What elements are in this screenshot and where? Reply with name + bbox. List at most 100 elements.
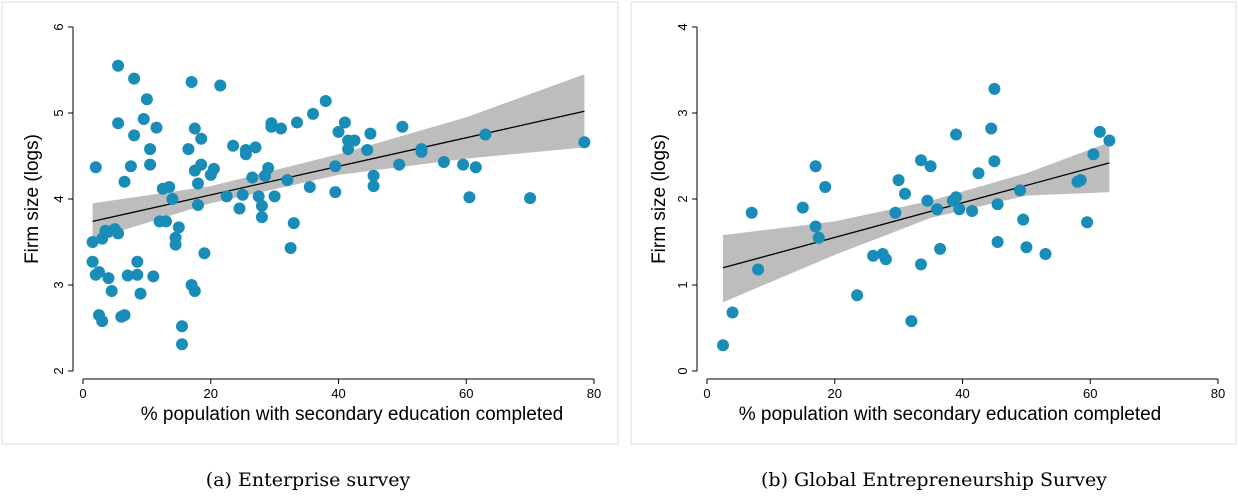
data-point bbox=[809, 160, 822, 173]
y-tick-label: 2 bbox=[51, 367, 66, 374]
confidence-band-layer bbox=[723, 142, 1110, 303]
data-point bbox=[892, 174, 905, 187]
data-point bbox=[176, 338, 188, 351]
data-point bbox=[169, 238, 182, 251]
data-point bbox=[96, 315, 109, 328]
data-point bbox=[144, 158, 157, 171]
x-tick-label: 80 bbox=[587, 386, 601, 401]
data-point bbox=[457, 158, 470, 171]
data-point bbox=[921, 194, 934, 207]
data-point bbox=[150, 121, 163, 134]
data-point bbox=[160, 215, 172, 228]
y-tick-label: 6 bbox=[51, 23, 66, 30]
data-point bbox=[851, 289, 864, 302]
y-tick-label: 3 bbox=[51, 281, 66, 288]
x-axis-label: % population with secondary education co… bbox=[739, 404, 1162, 425]
data-point bbox=[134, 287, 147, 300]
x-tick-label: 20 bbox=[828, 386, 842, 401]
data-point bbox=[275, 122, 287, 135]
data-point bbox=[86, 236, 99, 248]
x-tick-label: 0 bbox=[79, 386, 86, 401]
data-point bbox=[988, 82, 1001, 95]
data-point bbox=[192, 177, 204, 190]
y-tick-label: 4 bbox=[51, 195, 66, 202]
data-point bbox=[1014, 184, 1026, 197]
panel-enterprise-survey: 0 20 40 60 80 2 3 4 5 6 % population with seconda… bbox=[1, 1, 619, 445]
axes-layer: 0 20 40 60 80 2 3 4 5 6 bbox=[51, 23, 601, 401]
data-point bbox=[393, 158, 406, 171]
data-point bbox=[717, 339, 729, 352]
data-point bbox=[905, 315, 918, 328]
data-point bbox=[361, 144, 374, 156]
data-point bbox=[396, 120, 409, 133]
data-point bbox=[348, 134, 361, 147]
caption-b: (b) Global Entrepreneurship Survey bbox=[761, 469, 1107, 491]
data-point bbox=[972, 167, 985, 180]
data-point bbox=[166, 193, 179, 205]
data-point bbox=[1017, 213, 1030, 226]
data-point bbox=[985, 122, 998, 135]
x-tick-label: 60 bbox=[1083, 386, 1097, 401]
y-axis-label: Firm size (logs) bbox=[22, 134, 43, 264]
fit-line bbox=[722, 162, 1110, 269]
data-point bbox=[1039, 248, 1052, 260]
caption-a: (a) Enterprise survey bbox=[206, 469, 411, 491]
data-point bbox=[255, 199, 268, 212]
y-tick-label: 3 bbox=[675, 109, 690, 116]
data-point bbox=[118, 175, 131, 188]
data-point bbox=[1093, 125, 1106, 138]
data-point bbox=[284, 242, 297, 254]
data-point bbox=[252, 190, 265, 203]
panel-frame bbox=[630, 1, 1237, 445]
data-point bbox=[112, 117, 125, 130]
data-point bbox=[182, 143, 195, 156]
data-point bbox=[934, 242, 947, 255]
data-point bbox=[524, 192, 537, 205]
data-point bbox=[812, 231, 825, 244]
data-point bbox=[220, 190, 233, 203]
data-point bbox=[121, 269, 134, 282]
data-point bbox=[915, 154, 927, 167]
data-point bbox=[329, 160, 342, 173]
data-point bbox=[287, 217, 300, 230]
y-tick-label: 4 bbox=[675, 23, 690, 30]
scatter-points-layer bbox=[717, 82, 1116, 352]
data-point bbox=[255, 211, 268, 224]
data-point bbox=[188, 122, 201, 135]
data-point bbox=[1103, 134, 1116, 147]
data-point bbox=[319, 95, 332, 107]
data-point bbox=[931, 203, 943, 216]
data-point bbox=[915, 258, 927, 271]
data-point bbox=[131, 255, 144, 268]
data-point bbox=[207, 162, 220, 175]
x-tick-label: 60 bbox=[459, 386, 473, 401]
data-point bbox=[1087, 148, 1100, 161]
data-point bbox=[950, 191, 963, 204]
data-point bbox=[889, 206, 902, 219]
data-point bbox=[188, 285, 201, 297]
data-point bbox=[112, 227, 125, 240]
y-tick-label: 2 bbox=[675, 195, 690, 202]
scatter-points-layer bbox=[86, 59, 591, 351]
data-point bbox=[86, 255, 99, 268]
data-point bbox=[131, 268, 144, 281]
confidence-band bbox=[723, 142, 1110, 303]
panel-global-entrepreneurship-survey: 0 20 40 60 80 0 1 2 3 4 % population with seconda… bbox=[630, 1, 1237, 445]
data-point bbox=[991, 236, 1004, 248]
data-point bbox=[809, 220, 822, 233]
data-point bbox=[102, 272, 115, 285]
data-point bbox=[879, 253, 892, 266]
data-point bbox=[249, 141, 262, 154]
data-point bbox=[307, 107, 319, 120]
x-tick-label: 80 bbox=[1211, 386, 1225, 401]
data-point bbox=[924, 160, 937, 173]
data-point bbox=[303, 181, 316, 193]
data-point bbox=[239, 148, 252, 161]
data-point bbox=[140, 93, 153, 106]
y-tick-label: 0 bbox=[675, 367, 690, 374]
data-point bbox=[128, 72, 141, 85]
data-point bbox=[118, 309, 131, 322]
data-point bbox=[899, 187, 911, 200]
data-point bbox=[268, 190, 281, 203]
